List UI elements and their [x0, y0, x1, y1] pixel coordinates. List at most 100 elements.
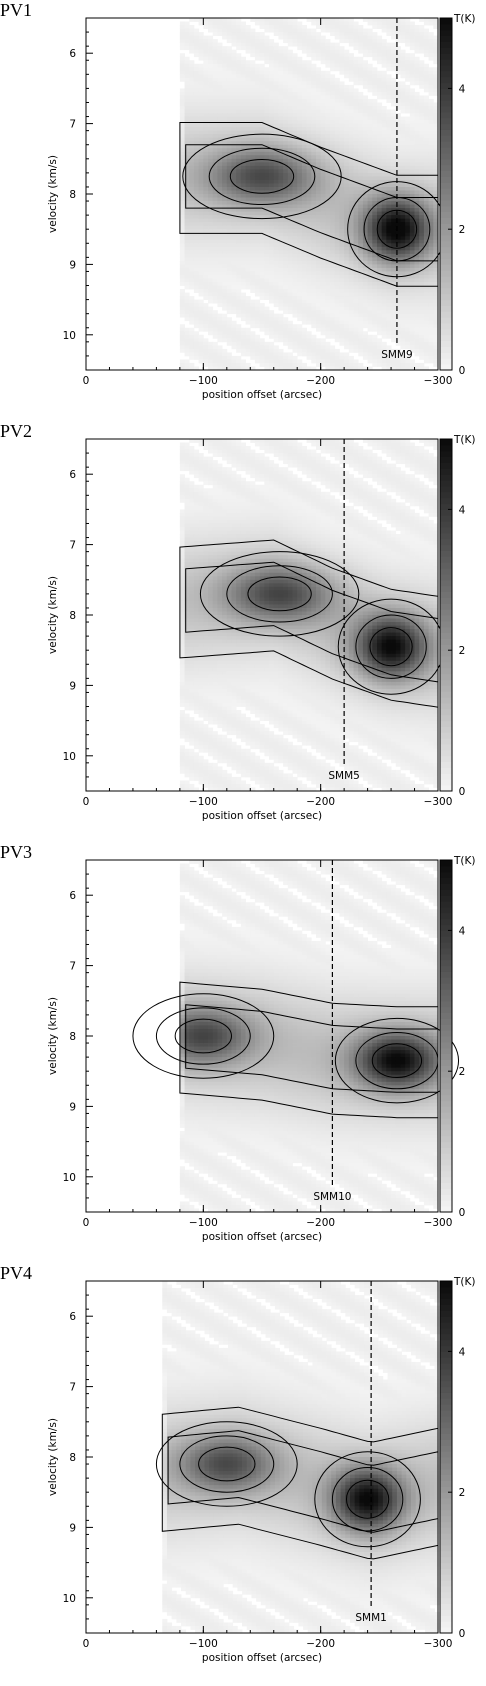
heatmap-cell [278, 222, 284, 227]
heatmap-cell [353, 25, 359, 29]
heatmap-cell [231, 355, 237, 360]
heatmap-cell [330, 243, 336, 248]
heatmap-cell [376, 179, 383, 184]
heatmap-cell [409, 176, 415, 181]
heatmap-cell [344, 172, 350, 177]
heatmap-cell [358, 141, 364, 146]
heatmap-cell [311, 359, 317, 364]
heatmap-cell [236, 56, 242, 61]
heatmap-cell [283, 18, 289, 22]
heatmap-cell [203, 176, 209, 181]
heatmap-cell [320, 352, 326, 357]
heatmap-cell [367, 172, 373, 177]
heatmap-cell [423, 320, 430, 325]
heatmap-cell [254, 95, 261, 100]
heatmap-cell [315, 46, 322, 51]
heatmap-cell [419, 236, 425, 241]
heatmap-cell [236, 186, 242, 191]
heatmap-cell [208, 208, 214, 212]
heatmap-cell [226, 98, 232, 103]
heatmap-cell [254, 172, 261, 177]
heatmap-cell [381, 179, 387, 184]
heatmap-cell [240, 264, 246, 269]
heatmap-cell [297, 292, 303, 297]
heatmap-cell [367, 271, 373, 276]
heatmap-cell [405, 222, 411, 227]
heatmap-cell [208, 310, 214, 315]
heatmap-cell [358, 352, 364, 357]
heatmap-cell [348, 25, 354, 29]
heatmap-cell [212, 341, 218, 346]
heatmap-cell [409, 35, 415, 40]
heatmap-cell [287, 113, 293, 117]
heatmap-cell [358, 60, 364, 65]
heatmap-cell [283, 359, 289, 364]
heatmap-cell [395, 106, 401, 110]
heatmap-cell [273, 84, 279, 89]
heatmap-cell [212, 267, 218, 272]
heatmap-cell [358, 257, 364, 262]
heatmap-cell [236, 169, 242, 174]
heatmap-cell [189, 274, 195, 279]
heatmap-cell [240, 42, 246, 47]
heatmap-cell [330, 176, 336, 181]
heatmap-cell [311, 162, 317, 167]
heatmap-cell [179, 190, 185, 195]
heatmap-cell [240, 84, 246, 89]
heatmap-cell [419, 229, 425, 234]
heatmap-cell [320, 348, 326, 353]
heatmap-cell [325, 327, 331, 332]
heatmap-cell [405, 67, 411, 72]
heatmap-cell [231, 225, 237, 230]
heatmap-cell [372, 313, 378, 318]
heatmap-cell [283, 278, 289, 283]
heatmap-cell [339, 359, 345, 364]
heatmap-cell [348, 313, 354, 318]
heatmap-cell [339, 165, 345, 170]
heatmap-cell [297, 179, 303, 184]
heatmap-cell [231, 306, 237, 311]
heatmap-cell [193, 84, 200, 89]
heatmap-cell [391, 56, 397, 61]
heatmap-cell [423, 74, 430, 79]
heatmap-cell [419, 303, 425, 308]
heatmap-cell [381, 28, 387, 33]
heatmap-cell [184, 127, 190, 132]
heatmap-cell [358, 77, 364, 82]
heatmap-cell [184, 232, 190, 237]
heatmap-cell [301, 134, 307, 139]
heatmap-cell [208, 197, 214, 202]
heatmap-cell [353, 260, 359, 265]
heatmap-cell [409, 56, 415, 61]
heatmap-cell [269, 215, 275, 220]
heatmap-cell [250, 246, 256, 251]
heatmap-cell [386, 165, 392, 170]
heatmap-cell [254, 186, 261, 191]
heatmap-cell [208, 253, 214, 258]
heatmap-cell [226, 317, 232, 322]
heatmap-cell [362, 243, 368, 248]
heatmap-cell [334, 127, 340, 132]
heatmap-cell [386, 151, 392, 156]
heatmap-cell [212, 77, 218, 82]
heatmap-cell [301, 296, 307, 300]
heatmap-cell [367, 366, 373, 371]
heatmap-cell [231, 257, 237, 262]
heatmap-cell [198, 39, 204, 44]
heatmap-cell [330, 56, 336, 61]
heatmap-cell [297, 169, 303, 174]
heatmap-cell [278, 306, 284, 311]
heatmap-cell [292, 274, 298, 279]
heatmap-cell [358, 306, 364, 311]
heatmap-cell [264, 162, 270, 167]
heatmap-cell [330, 306, 336, 311]
heatmap-cell [311, 271, 317, 276]
heatmap-cell [405, 229, 411, 234]
heatmap-cell [203, 186, 209, 191]
heatmap-cell [423, 106, 430, 110]
heatmap-cell [250, 176, 256, 181]
heatmap-cell [348, 70, 354, 75]
heatmap-cell [203, 46, 209, 51]
heatmap-cell [278, 331, 284, 336]
heatmap-cell [179, 39, 185, 44]
